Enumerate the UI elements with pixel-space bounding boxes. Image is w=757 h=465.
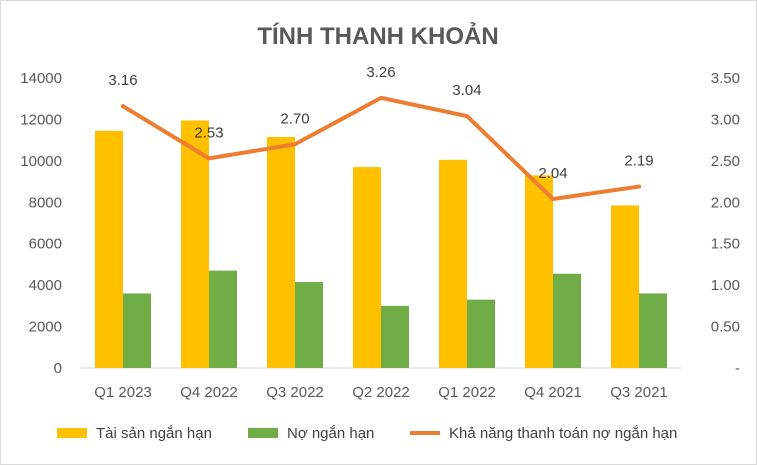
- bar-no-ngan-han: [381, 305, 409, 368]
- y-left-tick-label: 12000: [20, 111, 62, 128]
- bar-no-ngan-han: [639, 293, 667, 368]
- line-data-label: 3.26: [366, 64, 395, 81]
- bar-tai-san-ngan-han: [353, 167, 381, 368]
- chart-title: TÍNH THANH KHOẢN: [257, 21, 498, 50]
- y-right-tick-label: 1.00: [711, 277, 740, 294]
- y-left-tick-label: 0: [54, 360, 62, 377]
- bar-tai-san-ngan-han: [95, 130, 123, 368]
- y-right-tick-label: 3.50: [711, 70, 740, 87]
- line-data-label: 2.70: [280, 110, 309, 127]
- bar-no-ngan-han: [209, 270, 237, 368]
- line-data-label: 3.16: [108, 72, 137, 89]
- legend-label: Tài sản ngắn hạn: [96, 425, 212, 442]
- line-data-label: 2.19: [624, 153, 653, 170]
- bar-no-ngan-han: [295, 282, 323, 368]
- line-point: [551, 196, 555, 201]
- y-left-tick-label: 6000: [29, 236, 62, 253]
- y-right-tick-label: 2.50: [711, 153, 740, 170]
- legend-label: Khả năng thanh toán nợ ngắn hạn: [449, 425, 677, 442]
- x-category-label: Q3 2022: [266, 384, 324, 401]
- x-category-label: Q1 2023: [94, 384, 152, 401]
- y-right-tick-label: 3.00: [711, 111, 740, 128]
- bar-tai-san-ngan-han: [267, 137, 295, 368]
- legend-swatch-bar: [248, 428, 278, 438]
- y-right-tick-label: 2.00: [711, 194, 740, 211]
- bar-no-ngan-han: [553, 273, 581, 368]
- bar-tai-san-ngan-han: [439, 159, 467, 368]
- line-point: [207, 156, 211, 161]
- y-left-tick-label: 4000: [29, 277, 62, 294]
- line-data-label: 2.04: [538, 165, 567, 182]
- bar-tai-san-ngan-han: [611, 205, 639, 368]
- y-left-tick-label: 8000: [29, 194, 62, 211]
- x-category-label: Q4 2022: [180, 384, 238, 401]
- x-category-label: Q3 2021: [610, 384, 668, 401]
- y-right-tick-label: 1.50: [711, 236, 740, 253]
- x-category-label: Q4 2021: [524, 384, 582, 401]
- bar-no-ngan-han: [467, 299, 495, 368]
- bar-no-ngan-han: [123, 293, 151, 368]
- line-point: [379, 95, 383, 100]
- y-left-tick-label: 2000: [29, 319, 62, 336]
- legend-swatch-bar: [57, 428, 87, 438]
- line-point: [121, 104, 125, 109]
- line-point: [465, 114, 469, 119]
- line-point: [293, 142, 297, 147]
- y-left-tick-label: 10000: [20, 153, 62, 170]
- bar-tai-san-ngan-han: [525, 175, 553, 368]
- line-data-label: 2.53: [194, 124, 223, 141]
- line-data-label: 3.04: [452, 82, 481, 99]
- y-left-tick-label: 14000: [20, 70, 62, 87]
- y-right-tick-label: 0.50: [711, 319, 740, 336]
- legend-label: Nợ ngắn hạn: [287, 425, 374, 442]
- bar-tai-san-ngan-han: [181, 120, 209, 368]
- x-category-label: Q2 2022: [352, 384, 410, 401]
- line-point: [637, 184, 641, 189]
- y-right-tick-label: -: [735, 360, 740, 377]
- x-category-label: Q1 2022: [438, 384, 496, 401]
